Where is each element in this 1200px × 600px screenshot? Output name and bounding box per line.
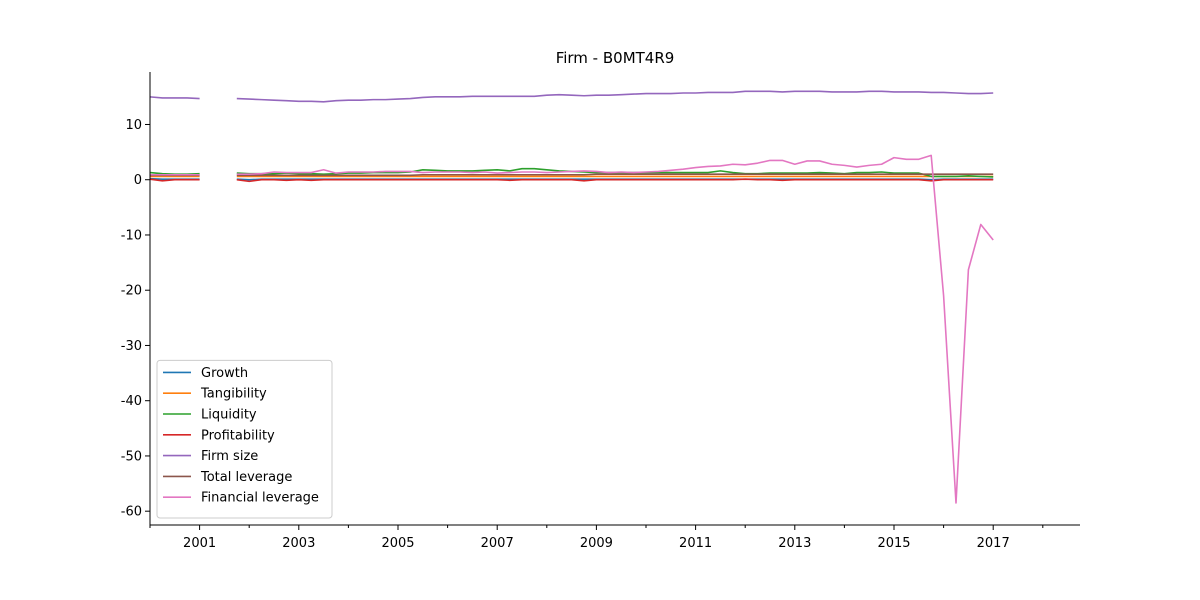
legend-label: Profitability bbox=[201, 428, 275, 443]
legend-label: Liquidity bbox=[201, 408, 257, 423]
axes: 10 0 -10 -20 -30 -40 -50 -60 2001 2003 2005 2007 200… bbox=[121, 72, 1080, 551]
y-tick-label: 10 bbox=[125, 118, 142, 133]
legend-box bbox=[156, 359, 333, 519]
series-line-profitability bbox=[149, 178, 994, 183]
y-tick-label: -60 bbox=[121, 505, 142, 520]
x-tick-label: 2011 bbox=[679, 536, 712, 551]
y-tick-label: -40 bbox=[121, 394, 142, 409]
legend-label: Financial leverage bbox=[201, 491, 319, 506]
x-tick-label: 2009 bbox=[580, 536, 613, 551]
y-tick-label: 0 bbox=[134, 173, 142, 188]
x-tick-label: 2015 bbox=[877, 536, 910, 551]
series-line-financial-leverage bbox=[150, 154, 994, 504]
legend-item: Financial leverage bbox=[163, 491, 319, 506]
legend: Growth Tangibility Liquidity Profitability F… bbox=[156, 359, 333, 519]
legend-label: Total leverage bbox=[200, 470, 292, 485]
legend-label: Growth bbox=[201, 366, 248, 381]
x-tick-label: 2013 bbox=[778, 536, 811, 551]
x-tick-label: 2001 bbox=[183, 536, 216, 551]
legend-item: Liquidity bbox=[163, 408, 257, 423]
chart-title: Firm - B0MT4R9 bbox=[556, 49, 675, 67]
y-tick-label: -50 bbox=[121, 449, 142, 464]
y-tick-label: -30 bbox=[121, 339, 142, 354]
legend-item: Total leverage bbox=[163, 470, 292, 485]
x-tick-label: 2005 bbox=[381, 536, 414, 551]
x-tick-label: 2003 bbox=[282, 536, 315, 551]
legend-item: Growth bbox=[163, 366, 248, 381]
x-tick-label: 2017 bbox=[977, 536, 1010, 551]
legend-item: Tangibility bbox=[163, 387, 267, 402]
y-tick-label: -20 bbox=[121, 284, 142, 299]
y-tick-label: -10 bbox=[121, 228, 142, 243]
legend-label: Tangibility bbox=[200, 387, 267, 402]
series-line-firm-size bbox=[149, 90, 994, 103]
legend-item: Firm size bbox=[163, 449, 258, 464]
series-line-total-leverage bbox=[150, 173, 994, 177]
series-lines bbox=[149, 90, 994, 504]
legend-item: Profitability bbox=[163, 428, 275, 443]
legend-label: Firm size bbox=[201, 449, 258, 464]
x-tick-label: 2007 bbox=[481, 536, 514, 551]
